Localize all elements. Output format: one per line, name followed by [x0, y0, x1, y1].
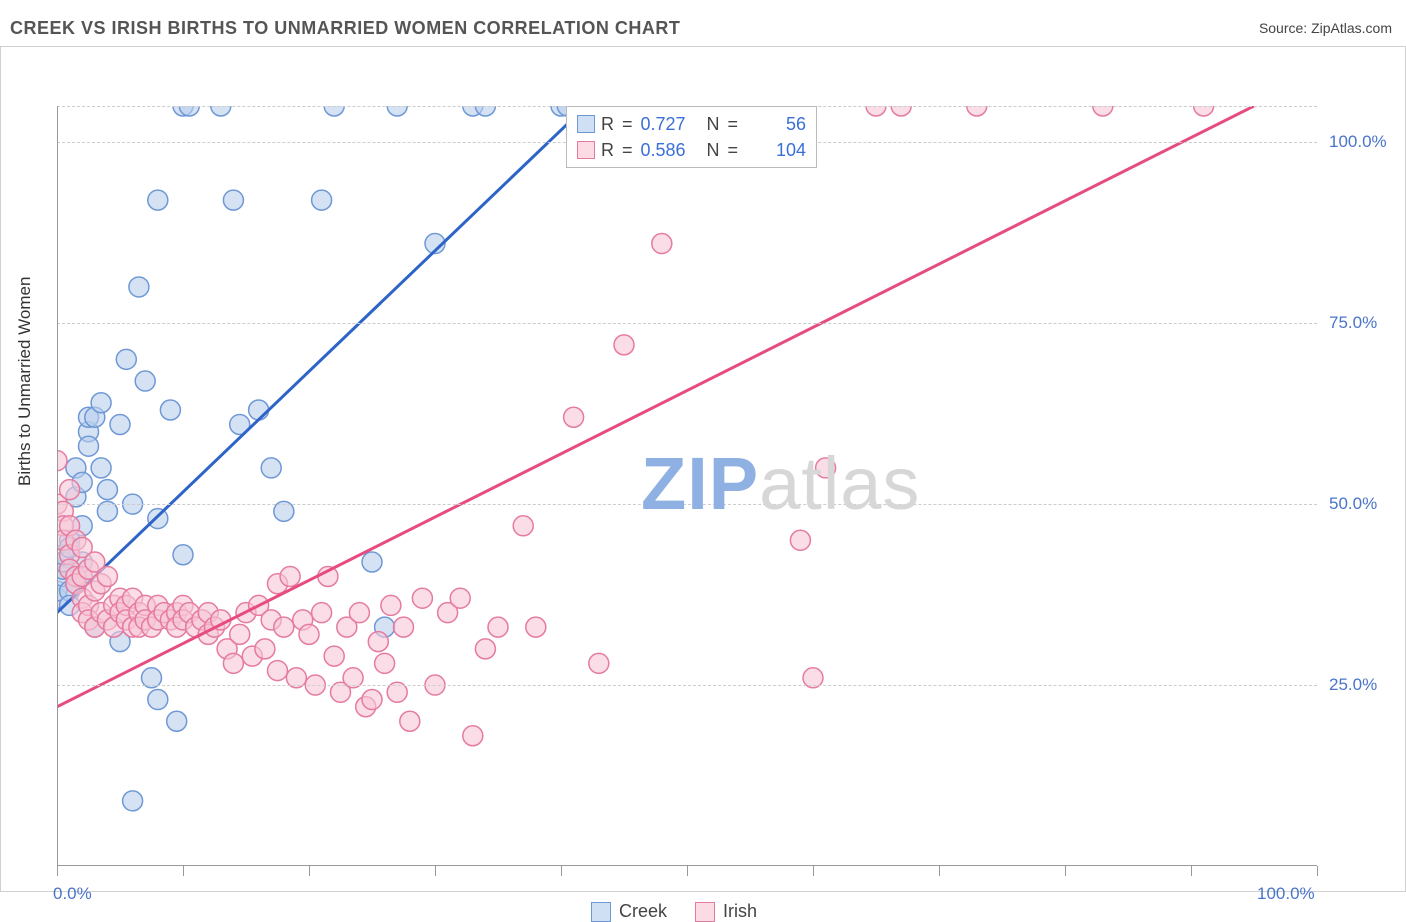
data-point: [614, 335, 634, 355]
data-point: [1194, 106, 1214, 116]
legend-swatch: [577, 141, 595, 159]
data-point: [148, 509, 168, 529]
data-point: [362, 690, 382, 710]
data-point: [223, 190, 243, 210]
legend-n-value: 56: [746, 114, 806, 135]
data-point: [223, 653, 243, 673]
legend-n-label: N: [707, 114, 720, 135]
chart-area: Births to Unmarried Women 25.0% 50.0% 75.0…: [0, 46, 1406, 892]
legend-swatch: [577, 115, 595, 133]
data-point: [324, 646, 344, 666]
series-legend: Creek Irish: [591, 901, 757, 922]
data-point: [312, 190, 332, 210]
y-tick-label: 100.0%: [1329, 132, 1387, 152]
legend-r-label: R: [601, 114, 614, 135]
data-point: [816, 458, 836, 478]
data-point: [261, 458, 281, 478]
data-point: [368, 632, 388, 652]
data-point: [129, 277, 149, 297]
data-point: [280, 566, 300, 586]
data-point: [349, 603, 369, 623]
data-point: [513, 516, 533, 536]
data-point: [79, 436, 99, 456]
data-point: [160, 400, 180, 420]
data-point: [148, 190, 168, 210]
data-point: [381, 595, 401, 615]
data-point: [967, 106, 987, 116]
data-point: [488, 617, 508, 637]
data-point: [312, 603, 332, 623]
legend-item: Irish: [695, 901, 757, 922]
data-point: [211, 106, 231, 116]
legend-r-value: 0.727: [641, 114, 701, 135]
data-point: [97, 566, 117, 586]
legend-series-label: Irish: [723, 901, 757, 921]
data-point: [324, 106, 344, 116]
data-point: [362, 552, 382, 572]
data-point: [475, 639, 495, 659]
data-point: [91, 393, 111, 413]
data-point: [116, 349, 136, 369]
data-point: [790, 530, 810, 550]
y-tick-label: 25.0%: [1329, 675, 1377, 695]
data-point: [97, 480, 117, 500]
data-point: [249, 400, 269, 420]
legend-swatch: [695, 902, 715, 922]
source-attribution: Source: ZipAtlas.com: [1259, 20, 1392, 36]
data-point: [866, 106, 886, 116]
legend-r-label: R: [601, 140, 614, 161]
data-point: [268, 661, 288, 681]
data-point: [110, 414, 130, 434]
data-point: [652, 234, 672, 254]
data-point: [123, 791, 143, 811]
data-point: [173, 545, 193, 565]
data-point: [526, 617, 546, 637]
data-point: [394, 617, 414, 637]
data-point: [450, 588, 470, 608]
data-point: [230, 624, 250, 644]
data-point: [255, 639, 275, 659]
scatter-plot: [57, 106, 1317, 866]
legend-n-label: N: [707, 140, 720, 161]
data-point: [412, 588, 432, 608]
legend-r-value: 0.586: [641, 140, 701, 161]
legend-item: Creek: [591, 901, 667, 922]
data-point: [299, 624, 319, 644]
data-point: [387, 106, 407, 116]
legend-series-label: Creek: [619, 901, 667, 921]
data-point: [589, 653, 609, 673]
data-point: [375, 653, 395, 673]
y-tick-label: 50.0%: [1329, 494, 1377, 514]
data-point: [60, 480, 80, 500]
data-point: [891, 106, 911, 116]
data-point: [135, 371, 155, 391]
y-tick-label: 75.0%: [1329, 313, 1377, 333]
chart-title: CREEK VS IRISH BIRTHS TO UNMARRIED WOMEN…: [10, 18, 680, 39]
data-point: [274, 617, 294, 637]
data-point: [564, 407, 584, 427]
data-point: [148, 690, 168, 710]
legend-n-value: 104: [746, 140, 806, 161]
y-axis-label: Births to Unmarried Women: [15, 277, 35, 486]
data-point: [400, 711, 420, 731]
correlation-legend: R=0.727N=56R=0.586N=104: [566, 106, 817, 168]
legend-swatch: [591, 902, 611, 922]
data-point: [91, 458, 111, 478]
x-tick-label: 0.0%: [53, 884, 92, 904]
data-point: [1093, 106, 1113, 116]
data-point: [463, 726, 483, 746]
x-tick-label: 100.0%: [1257, 884, 1315, 904]
data-point: [167, 711, 187, 731]
